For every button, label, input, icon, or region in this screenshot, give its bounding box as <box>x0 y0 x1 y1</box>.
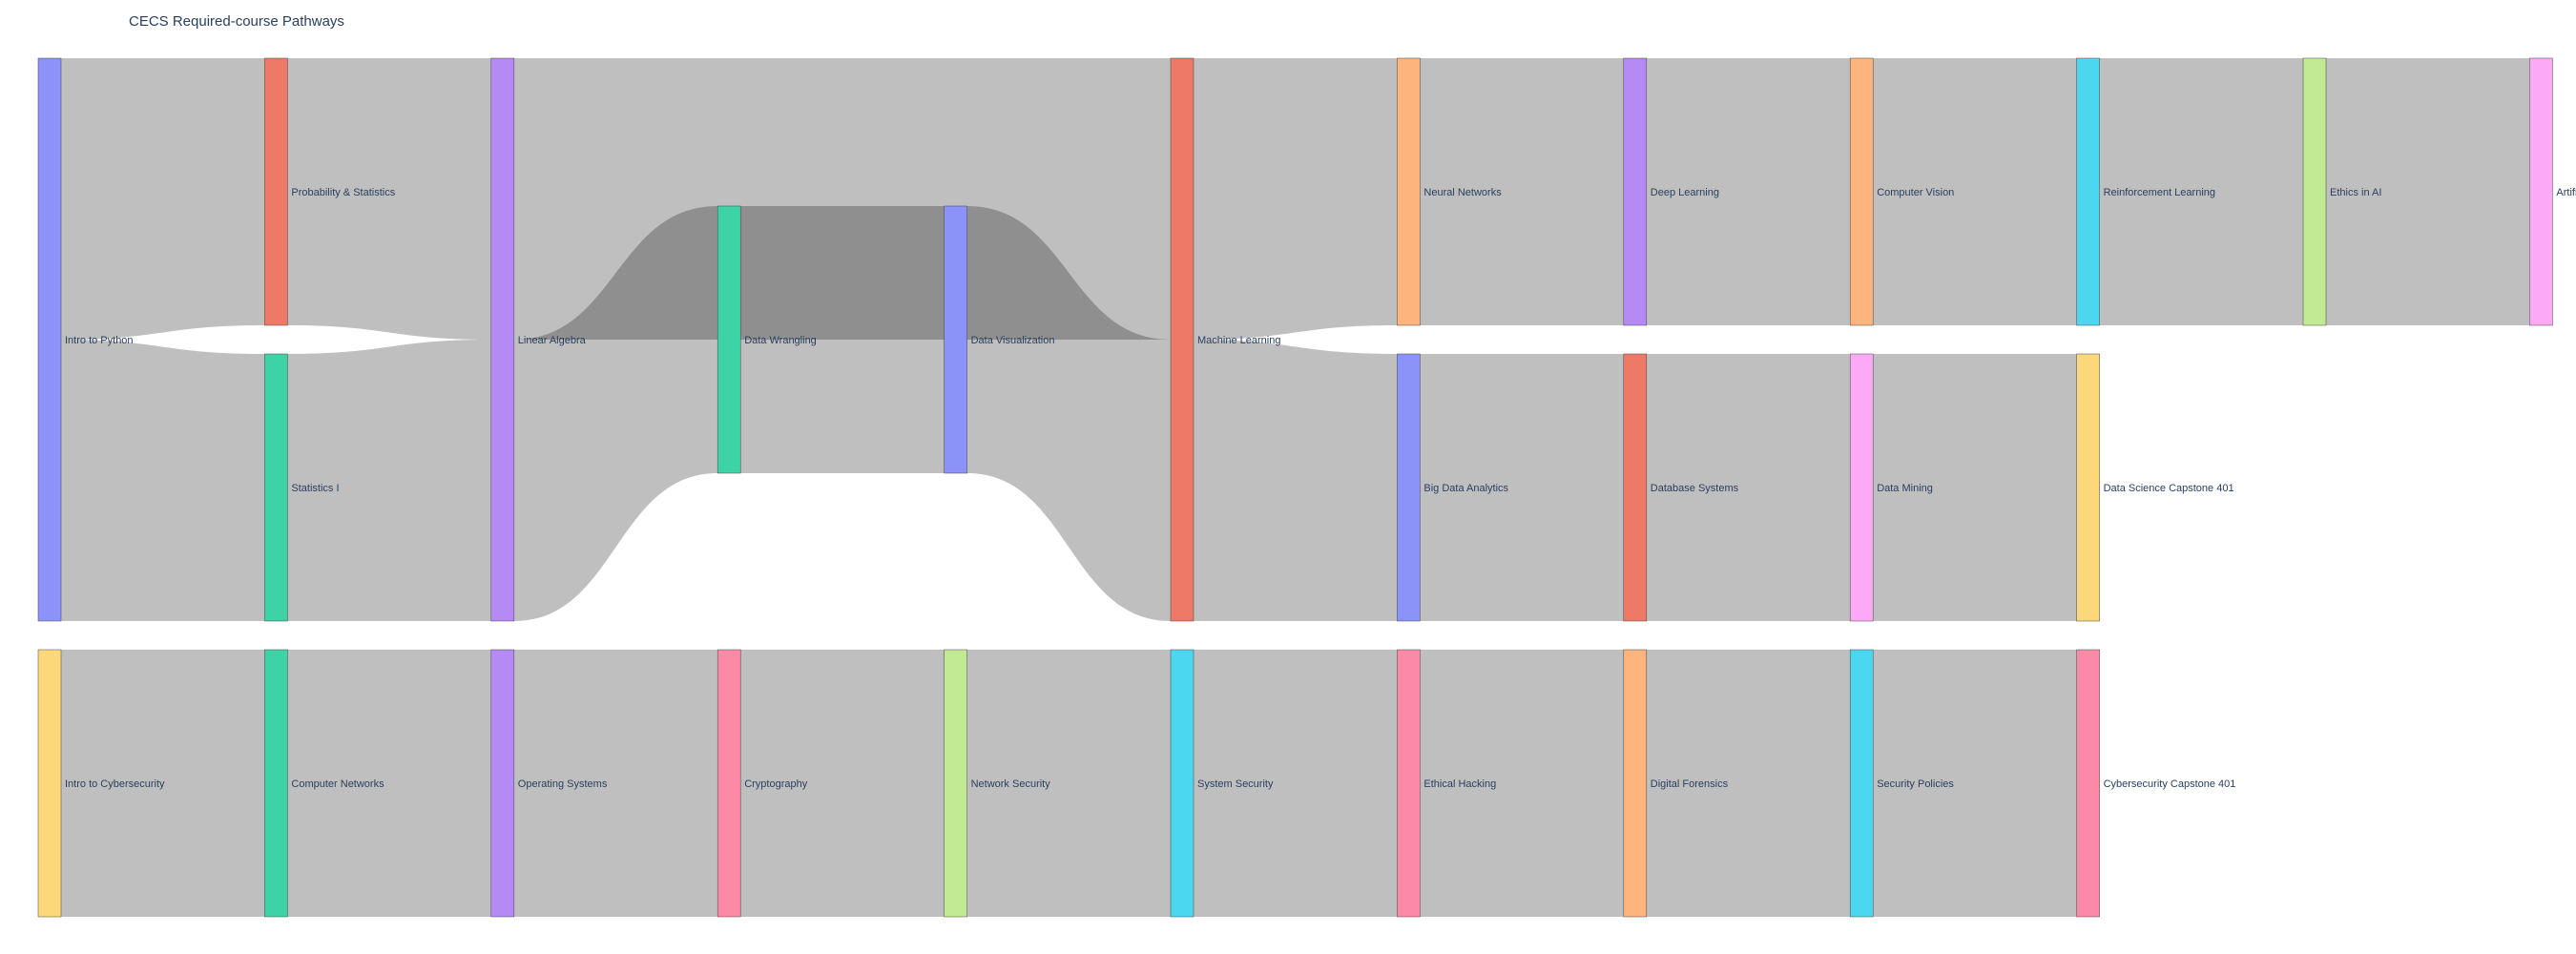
node-net_security[interactable] <box>944 649 967 918</box>
link-intro_cyber-to-comp_networks[interactable] <box>61 650 265 917</box>
node-database_systems[interactable] <box>1623 353 1648 622</box>
link-big_data-to-database_systems[interactable] <box>1420 354 1624 621</box>
node-data_mining[interactable] <box>1849 353 1874 622</box>
node-label-intro_python: Intro to Python <box>65 335 134 346</box>
node-ethics_ai[interactable] <box>2302 57 2327 326</box>
link-intro_python-to-prob_stats[interactable] <box>61 58 265 340</box>
node-label-big_data: Big Data Analytics <box>1423 483 1508 494</box>
node-label-data_viz: Data Visualization <box>971 335 1055 346</box>
link-linear_algebra-to-data_wrangling[interactable] <box>513 206 718 621</box>
node-big_data[interactable] <box>1397 353 1421 622</box>
link-neural_networks-to-deep_learning[interactable] <box>1420 58 1624 325</box>
node-label-data_mining: Data Mining <box>1877 483 1933 494</box>
labels-layer: Intro to Python Intro to Cybersecurity Pro… <box>65 187 2576 790</box>
node-label-ethical_hacking: Ethical Hacking <box>1423 778 1496 790</box>
node-system_security[interactable] <box>1170 649 1195 918</box>
link-stats_1-to-linear_algebra[interactable] <box>287 340 491 621</box>
link-digital_forensics-to-security_policies[interactable] <box>1646 650 1851 917</box>
node-cyber_capstone[interactable] <box>2076 649 2100 918</box>
node-stats_1[interactable] <box>264 353 288 622</box>
link-net_security-to-system_security[interactable] <box>966 650 1171 917</box>
link-machine_learning-to-big_data[interactable] <box>1194 340 1398 621</box>
node-computer_vision[interactable] <box>1849 57 1874 326</box>
link-deep_learning-to-computer_vision[interactable] <box>1646 58 1851 325</box>
node-label-cyber_capstone: Cybersecurity Capstone 401 <box>2104 778 2236 790</box>
node-label-ds_capstone: Data Science Capstone 401 <box>2104 483 2234 494</box>
node-ds_capstone[interactable] <box>2076 353 2100 622</box>
node-label-neural_networks: Neural Networks <box>1423 187 1502 198</box>
link-linear_algebra-to-machine_learning[interactable] <box>513 58 1171 340</box>
node-neural_networks[interactable] <box>1397 57 1421 326</box>
node-label-system_security: System Security <box>1197 778 1274 790</box>
link-reinforcement_learning-to-ethics_ai[interactable] <box>2099 58 2303 325</box>
node-cryptography[interactable] <box>717 649 741 918</box>
link-prob_stats-to-linear_algebra[interactable] <box>287 58 491 340</box>
link-computer_vision-to-reinforcement_learning[interactable] <box>1873 58 2077 325</box>
node-intro_python[interactable] <box>37 57 62 622</box>
node-label-net_security: Network Security <box>971 778 1051 790</box>
link-database_systems-to-data_mining[interactable] <box>1646 354 1851 621</box>
node-deep_learning[interactable] <box>1623 57 1648 326</box>
node-ai_capstone[interactable] <box>2529 57 2553 326</box>
node-label-comp_networks: Computer Networks <box>291 778 384 790</box>
link-security_policies-to-cyber_capstone[interactable] <box>1873 650 2077 917</box>
link-data_wrangling-to-data_viz[interactable] <box>740 206 945 473</box>
node-label-machine_learning: Machine Learning <box>1197 335 1280 346</box>
node-label-linear_algebra: Linear Algebra <box>518 335 587 346</box>
node-security_policies[interactable] <box>1849 649 1874 918</box>
nodes-layer <box>37 57 2553 918</box>
node-comp_networks[interactable] <box>264 649 288 918</box>
link-data_viz-to-machine_learning[interactable] <box>966 206 1171 621</box>
node-data_wrangling[interactable] <box>717 205 741 474</box>
node-label-database_systems: Database Systems <box>1651 483 1739 494</box>
node-label-ai_capstone: Artificial Intelligence Capstone 401 <box>2556 187 2576 198</box>
node-label-digital_forensics: Digital Forensics <box>1651 778 1729 790</box>
node-os[interactable] <box>490 649 515 918</box>
node-label-deep_learning: Deep Learning <box>1651 187 1719 198</box>
node-label-intro_cyber: Intro to Cybersecurity <box>65 778 165 790</box>
link-ethics_ai-to-ai_capstone[interactable] <box>2326 58 2530 325</box>
links-layer <box>61 58 2530 917</box>
link-comp_networks-to-os[interactable] <box>287 650 491 917</box>
node-digital_forensics[interactable] <box>1623 649 1648 918</box>
node-label-reinforcement_learning: Reinforcement Learning <box>2104 187 2215 198</box>
link-data_mining-to-ds_capstone[interactable] <box>1873 354 2077 621</box>
link-os-to-cryptography[interactable] <box>513 650 718 917</box>
link-ethical_hacking-to-digital_forensics[interactable] <box>1420 650 1624 917</box>
link-intro_python-to-stats_1[interactable] <box>61 340 265 621</box>
node-linear_algebra[interactable] <box>490 57 515 622</box>
node-intro_cyber[interactable] <box>37 649 62 918</box>
node-label-cryptography: Cryptography <box>744 778 808 790</box>
link-machine_learning-to-neural_networks[interactable] <box>1194 58 1398 340</box>
node-label-prob_stats: Probability & Statistics <box>291 187 395 198</box>
node-label-computer_vision: Computer Vision <box>1877 187 1954 198</box>
node-label-ethics_ai: Ethics in AI <box>2330 187 2381 198</box>
node-machine_learning[interactable] <box>1170 57 1195 622</box>
node-label-os: Operating Systems <box>518 778 608 790</box>
node-prob_stats[interactable] <box>264 57 288 326</box>
node-data_viz[interactable] <box>944 205 967 474</box>
node-label-security_policies: Security Policies <box>1877 778 1954 790</box>
node-reinforcement_learning[interactable] <box>2076 57 2100 326</box>
chart-title: CECS Required-course Pathways <box>129 13 344 30</box>
node-label-data_wrangling: Data Wrangling <box>744 335 817 346</box>
node-ethical_hacking[interactable] <box>1397 649 1421 918</box>
link-system_security-to-ethical_hacking[interactable] <box>1194 650 1398 917</box>
link-cryptography-to-net_security[interactable] <box>740 650 945 917</box>
node-label-stats_1: Statistics I <box>291 483 339 494</box>
